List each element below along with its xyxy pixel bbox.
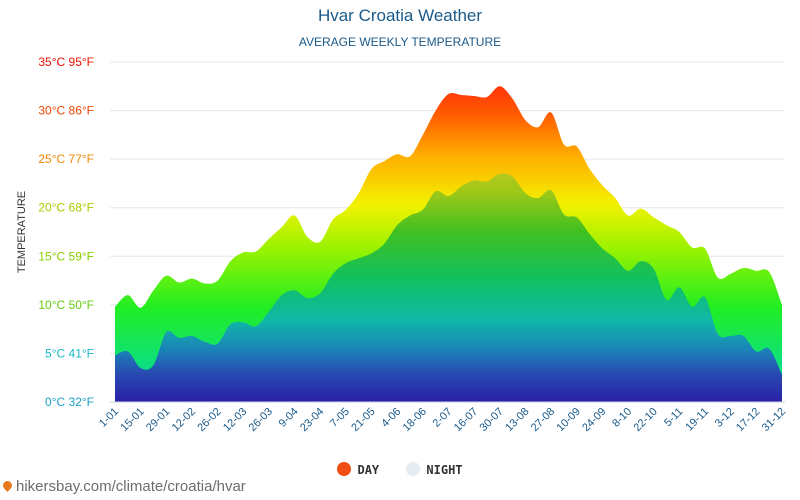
- x-tick-label: 26-03: [247, 406, 275, 434]
- legend-dot-night: [406, 462, 421, 476]
- x-tick-label: 26-02: [195, 406, 223, 434]
- legend-label-night: NIGHT: [426, 463, 463, 477]
- y-axis-ticks: 0°C 32°F 5°C 41°F 10°C 50°F 15°C 59°F 20°C 6…: [38, 55, 94, 409]
- y-tick-label: 15°C 59°F: [38, 249, 94, 263]
- x-tick-label: 17-12: [734, 406, 762, 434]
- y-tick-label: 0°C 32°F: [45, 395, 94, 409]
- x-tick-label: 15-01: [118, 406, 146, 434]
- x-tick-label: 29-01: [144, 406, 172, 434]
- y-tick-label: 20°C 68°F: [38, 201, 94, 215]
- x-tick-label: 1-01: [97, 406, 121, 430]
- x-tick-label: 24-09: [580, 406, 608, 434]
- legend-dot-day: [337, 462, 352, 476]
- source-footer[interactable]: hikersbay.com/climate/croatia/hvar: [1, 478, 246, 495]
- x-tick-label: 3-12: [713, 406, 737, 430]
- x-tick-label: 30-07: [478, 406, 506, 434]
- x-tick-label: 2-07: [431, 406, 455, 430]
- source-link[interactable]: hikersbay.com/climate/croatia/hvar: [16, 478, 246, 495]
- x-tick-label: 18-06: [401, 406, 429, 434]
- y-tick-label: 35°C 95°F: [38, 55, 94, 69]
- location-pin-icon: [1, 479, 14, 492]
- y-tick-label: 30°C 86°F: [38, 104, 94, 118]
- x-tick-label: 16-07: [452, 406, 480, 434]
- y-axis-label: TEMPERATURE: [16, 191, 28, 273]
- chart-title: Hvar Croatia Weather: [317, 6, 483, 25]
- chart-subtitle: AVERAGE WEEKLY TEMPERATURE: [298, 35, 502, 49]
- x-tick-label: 8-10: [610, 406, 634, 430]
- x-tick-label: 7-05: [328, 406, 352, 430]
- x-tick-label: 10-09: [555, 406, 583, 434]
- x-tick-label: 9-04: [277, 406, 301, 430]
- x-tick-label: 12-02: [170, 406, 198, 434]
- x-tick-label: 31-12: [760, 406, 788, 434]
- x-tick-label: 12-03: [221, 406, 249, 434]
- x-tick-label: 13-08: [503, 406, 531, 434]
- x-tick-label: 27-08: [529, 406, 557, 434]
- night-temperature-area: [115, 173, 782, 402]
- legend-item-day[interactable]: DAY: [337, 462, 379, 477]
- y-tick-label: 5°C 41°F: [45, 346, 94, 360]
- y-tick-label: 25°C 77°F: [38, 152, 94, 166]
- legend: DAY NIGHT: [0, 462, 800, 477]
- x-tick-label: 21-05: [349, 406, 377, 434]
- legend-item-night[interactable]: NIGHT: [406, 462, 463, 477]
- x-tick-label: 23-04: [298, 406, 326, 434]
- legend-label-day: DAY: [357, 463, 380, 477]
- x-tick-label: 5-11: [662, 406, 685, 429]
- x-tick-label: 4-06: [379, 406, 403, 430]
- x-tick-label: 22-10: [631, 406, 659, 434]
- y-tick-label: 10°C 50°F: [38, 298, 94, 312]
- x-tick-label: 19-11: [683, 406, 711, 434]
